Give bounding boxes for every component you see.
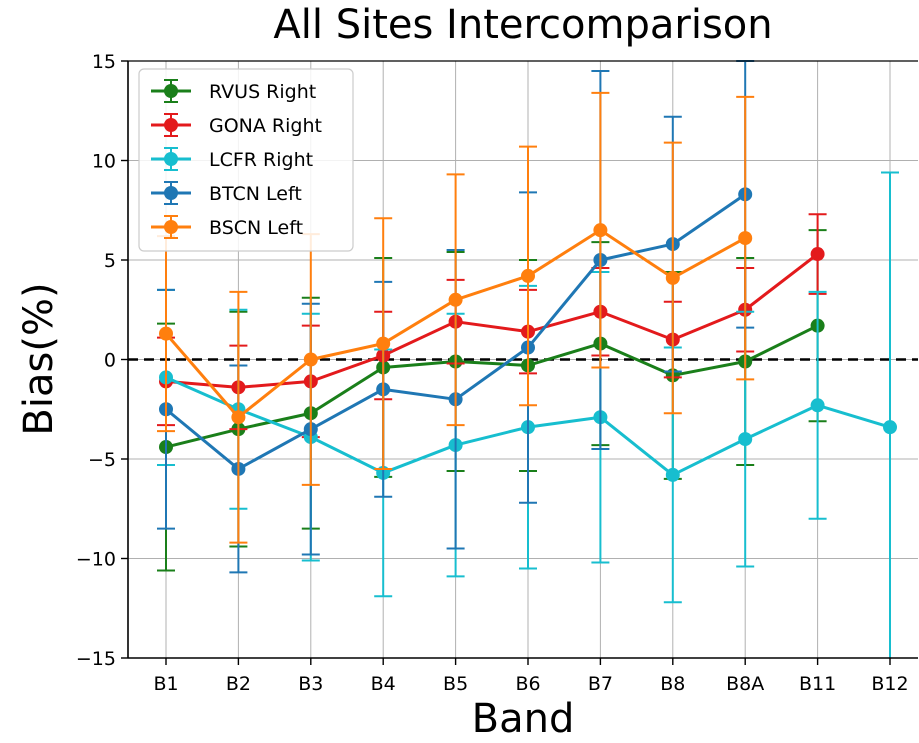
x-tick-label: B4 bbox=[371, 673, 396, 695]
x-tick-label: B11 bbox=[799, 673, 836, 695]
legend-label: LCFR Right bbox=[209, 149, 313, 171]
y-tick-label: 0 bbox=[104, 350, 116, 372]
data-point bbox=[521, 268, 535, 283]
x-tick-label: B1 bbox=[153, 673, 178, 695]
data-point bbox=[883, 420, 897, 435]
data-point bbox=[665, 467, 680, 482]
legend-label: BSCN Left bbox=[209, 217, 303, 239]
series-line bbox=[165, 324, 819, 449]
legend-swatch-marker bbox=[164, 118, 178, 132]
y-tick-label: 15 bbox=[92, 51, 116, 73]
legend-swatch-marker bbox=[164, 84, 178, 98]
tick-labels: −15 −10 −5 0 5 10 15 B1 B2 B3 B4 B5 B6 B7 B8 B8A B11 B12 bbox=[76, 51, 909, 695]
data-point bbox=[159, 326, 173, 341]
legend-item: LCFR Right bbox=[151, 147, 313, 171]
x-tick-label: B2 bbox=[226, 673, 251, 695]
legend-swatch-marker bbox=[164, 186, 178, 200]
series-line bbox=[165, 252, 819, 389]
x-tick-label: B5 bbox=[443, 673, 468, 695]
legend-item: RVUS Right bbox=[151, 79, 316, 103]
legend-box bbox=[138, 68, 354, 252]
x-axis-label: Band bbox=[471, 696, 575, 742]
y-tick-label: −10 bbox=[76, 549, 116, 571]
y-tick-label: −5 bbox=[88, 449, 116, 471]
legend-label: GONA Right bbox=[209, 115, 322, 137]
y-tick-label: 10 bbox=[92, 151, 116, 173]
data-point bbox=[593, 223, 608, 238]
legend-swatch-marker bbox=[164, 152, 178, 166]
y-tick-label: 5 bbox=[104, 250, 116, 272]
data-point bbox=[448, 292, 463, 307]
data-point bbox=[303, 352, 318, 367]
data-point bbox=[231, 410, 246, 425]
data-point bbox=[810, 398, 825, 413]
x-tick-label: B8A bbox=[726, 673, 764, 695]
series-group bbox=[157, 60, 899, 658]
legend: RVUS Right GONA Right LCFR Right BTCN Left B… bbox=[138, 68, 354, 252]
chart-title: All Sites Intercomparison bbox=[273, 2, 773, 48]
series-bscn-left bbox=[157, 91, 755, 544]
y-tick-label: −15 bbox=[76, 648, 116, 670]
legend-item: BSCN Left bbox=[151, 215, 303, 239]
legend-label: BTCN Left bbox=[209, 183, 302, 205]
data-point bbox=[376, 336, 391, 351]
data-point bbox=[738, 432, 753, 447]
legend-swatch-marker bbox=[164, 220, 178, 234]
axes bbox=[121, 60, 918, 665]
legend-item: BTCN Left bbox=[151, 181, 302, 205]
data-point bbox=[738, 231, 753, 246]
data-point bbox=[810, 247, 825, 262]
x-tick-label: B6 bbox=[515, 673, 540, 695]
x-tick-label: B3 bbox=[298, 673, 323, 695]
data-point bbox=[665, 270, 680, 285]
x-tick-label: B12 bbox=[871, 673, 908, 695]
legend-item: GONA Right bbox=[151, 113, 322, 137]
x-tick-label: B7 bbox=[588, 673, 613, 695]
legend-label: RVUS Right bbox=[209, 81, 316, 103]
x-tick-label: B8 bbox=[660, 673, 685, 695]
